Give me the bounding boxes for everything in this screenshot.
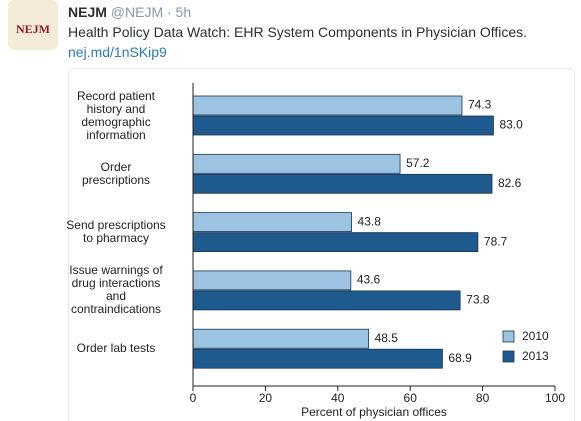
bar <box>192 328 369 349</box>
value-label: 78.7 <box>484 234 508 248</box>
bar <box>192 212 352 233</box>
legend-label: 2010 <box>522 329 549 343</box>
avatar[interactable]: NEJM <box>8 0 58 50</box>
x-tick-label: 40 <box>331 391 345 405</box>
handle[interactable]: @NEJM · 5h <box>110 4 192 20</box>
bar <box>192 95 463 116</box>
category-label: Order prescriptions <box>81 159 151 187</box>
x-tick-label: 80 <box>476 391 490 405</box>
value-label: 68.9 <box>448 351 472 365</box>
value-label: 43.8 <box>358 214 382 228</box>
x-tick-label: 20 <box>259 391 273 405</box>
media-card[interactable] <box>68 68 575 421</box>
category-label: Issue warnings of drug interactions and … <box>69 263 163 317</box>
category-label: Send prescriptions to pharmacy <box>66 218 166 246</box>
legend-swatch <box>502 350 515 363</box>
bar <box>192 153 401 174</box>
bar <box>192 115 494 136</box>
tweet-text: Health Policy Data Watch: EHR System Com… <box>68 24 528 40</box>
x-tick-label: 100 <box>545 391 565 405</box>
x-tick-label: 0 <box>190 391 197 405</box>
x-axis-title: Percent of physician offices <box>301 405 447 419</box>
value-label: 83.0 <box>499 118 523 132</box>
header: NEJM @NEJM · 5h <box>68 4 191 20</box>
bar <box>192 173 493 194</box>
user-name[interactable]: NEJM <box>68 4 107 20</box>
category-label: Order lab tests <box>76 341 156 356</box>
avatar-text: NEJM <box>16 22 50 36</box>
value-label: 48.5 <box>375 331 399 345</box>
value-label: 73.8 <box>466 293 490 307</box>
bar <box>192 270 352 291</box>
bar <box>192 232 479 253</box>
value-label: 57.2 <box>406 156 430 170</box>
bar <box>192 290 461 311</box>
legend-label: 2013 <box>522 349 549 363</box>
category-label: Record patient history and demographic i… <box>76 88 156 142</box>
value-label: 82.6 <box>498 176 522 190</box>
bar <box>192 348 443 369</box>
legend-swatch <box>502 330 515 343</box>
tweet-link[interactable]: nej.md/1nSKip9 <box>68 44 167 60</box>
value-label: 74.3 <box>468 98 492 112</box>
value-label: 43.6 <box>357 273 381 287</box>
x-tick-label: 60 <box>404 391 418 405</box>
